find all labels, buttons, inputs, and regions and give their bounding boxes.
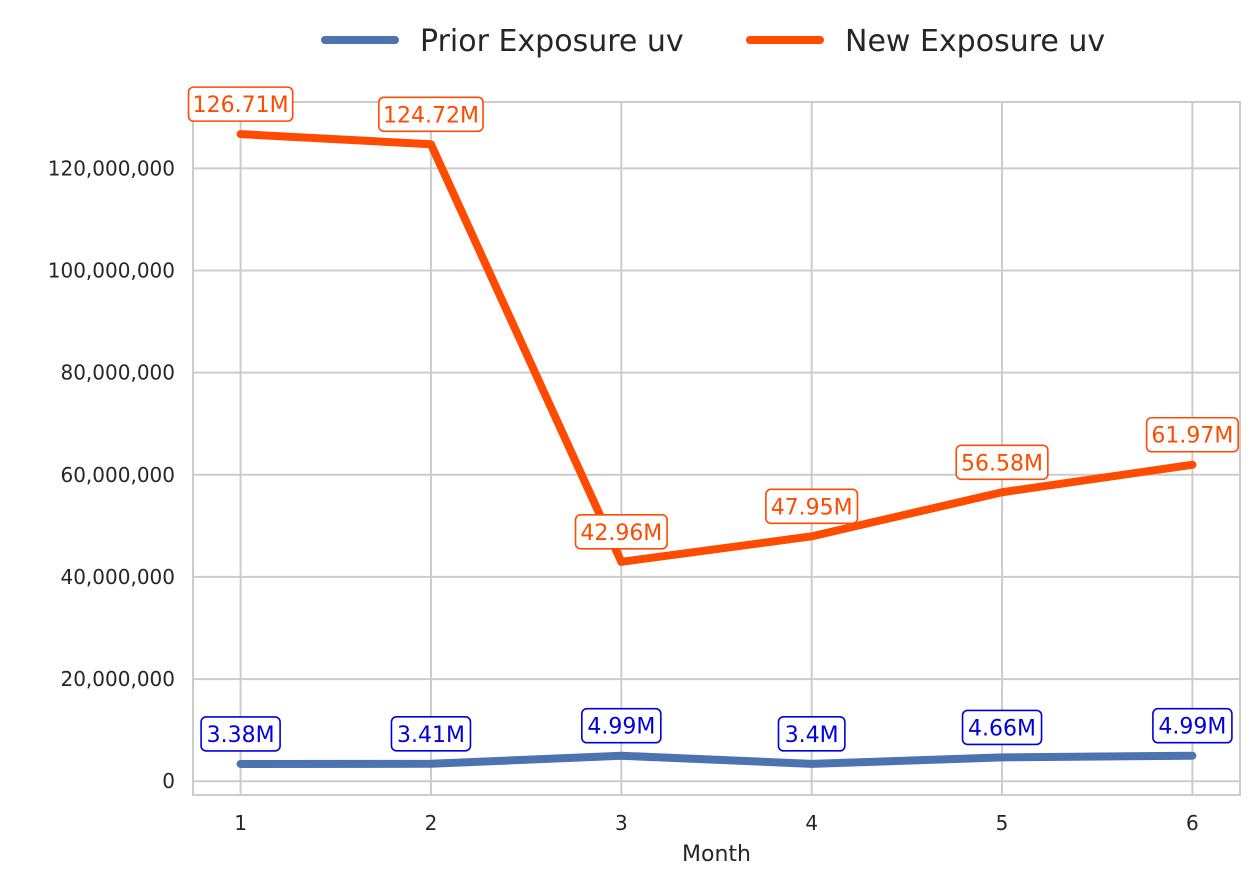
series-lines [236, 130, 1197, 768]
data-label-text: 126.71M [193, 93, 289, 118]
data-label-text: 4.99M [1158, 715, 1226, 740]
data-label-box [765, 488, 859, 525]
legend: Prior Exposure uv New Exposure uv [321, 24, 1105, 59]
x-axis-title: Month [682, 842, 751, 867]
x-tick-label: 5 [996, 811, 1009, 835]
legend-label: New Exposure uv [845, 24, 1105, 59]
x-tick-label: 3 [615, 811, 628, 835]
x-axis-ticks: 1 2 3 4 5 6 [234, 811, 1199, 835]
data-label-text: 4.66M [968, 716, 1036, 741]
x-tick-label: 4 [805, 811, 818, 835]
y-tick-label: 120,000,000 [48, 156, 175, 180]
data-label: 4.99M [1152, 707, 1233, 744]
y-tick-label: 60,000,000 [60, 463, 175, 487]
y-tick-label: 0 [162, 769, 175, 793]
y-tick-label: 100,000,000 [48, 259, 175, 283]
data-label: 3.38M [200, 716, 281, 752]
data-label-text: 3.38M [207, 723, 275, 748]
plot-frame [192, 101, 1241, 796]
series-line-1 [236, 751, 1197, 768]
data-labels: 3.38M 3.41M 4.99M 3.4M 4.66M 4.99M 126.71M 124.… [187, 86, 1240, 752]
data-label-text: 42.96M [580, 521, 662, 546]
data-label: 126.71M [187, 86, 294, 122]
data-label: 42.96M [574, 514, 668, 550]
data-label-text: 124.72M [383, 103, 479, 128]
data-label-box [574, 514, 668, 550]
data-label-box [378, 96, 484, 133]
y-axis-ticks: 0 20,000,000 40,000,000 60,000,000 80,000,00… [48, 156, 175, 793]
data-label-box [777, 716, 846, 752]
x-tick-label: 1 [234, 811, 247, 835]
legend-label: Prior Exposure uv [420, 24, 684, 59]
data-label: 4.66M [961, 709, 1043, 746]
data-label: 4.99M [581, 707, 662, 744]
data-label-box [581, 707, 662, 744]
y-tick-label: 20,000,000 [60, 667, 175, 691]
data-label-text: 61.97M [1151, 424, 1233, 449]
data-label: 124.72M [378, 96, 484, 133]
data-label-box [200, 716, 281, 752]
data-label-box [1152, 707, 1233, 744]
data-label-box [961, 709, 1043, 746]
data-label-text: 3.41M [397, 723, 465, 748]
y-tick-label: 80,000,000 [60, 361, 175, 385]
data-label-box [1145, 416, 1240, 453]
data-label: 56.58M [955, 444, 1049, 481]
data-label: 61.97M [1145, 416, 1240, 453]
data-label-text: 3.4M [785, 723, 839, 748]
series-line-2 [236, 130, 1197, 566]
data-label-text: 47.95M [771, 495, 853, 520]
plot-area [193, 102, 1240, 795]
data-label: 3.4M [777, 716, 846, 752]
x-tick-label: 6 [1186, 811, 1199, 835]
data-label: 47.95M [765, 488, 859, 525]
data-label: 3.41M [390, 715, 472, 752]
y-tick-label: 40,000,000 [60, 565, 175, 589]
data-label-text: 4.99M [587, 715, 655, 740]
data-label-box [390, 715, 472, 752]
data-label-box [955, 444, 1049, 481]
data-label-box [187, 86, 294, 122]
data-label-text: 56.58M [961, 451, 1043, 476]
x-tick-label: 2 [425, 811, 438, 835]
